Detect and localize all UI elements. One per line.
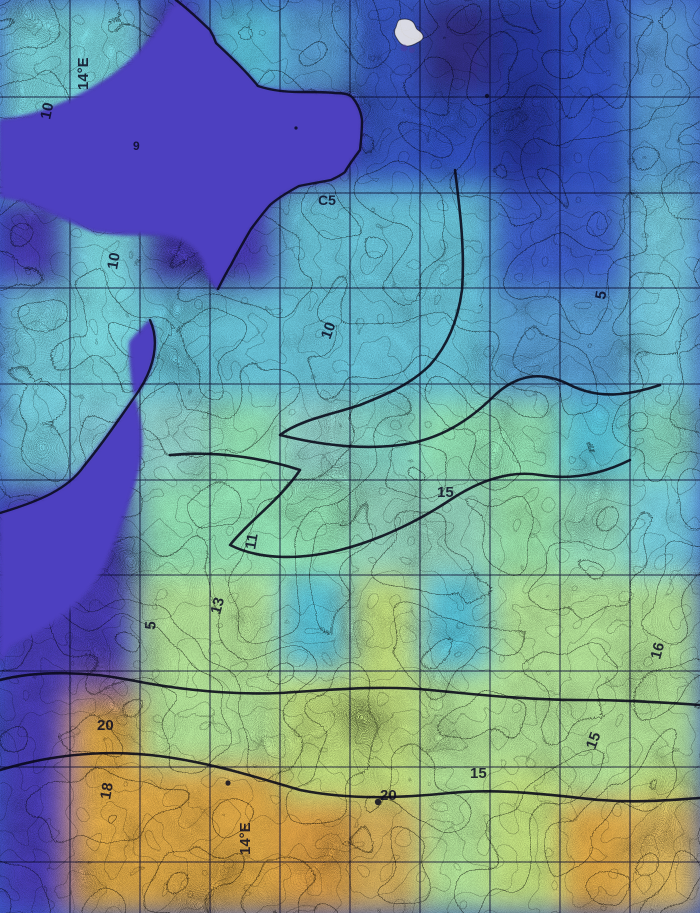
svg-text:15: 15 [470,765,487,782]
svg-text:20: 20 [380,787,397,804]
svg-text:18: 18 [97,781,117,800]
svg-text:10: 10 [37,101,57,121]
svg-text:5: 5 [142,621,160,631]
svg-text:9: 9 [133,139,140,153]
svg-text:15: 15 [437,484,454,501]
svg-text:11: 11 [242,532,261,551]
svg-text:14°E: 14°E [237,822,254,855]
svg-text:10: 10 [104,251,124,270]
svg-text:14°E: 14°E [75,57,92,90]
svg-text:C5: C5 [318,192,336,208]
svg-text:20: 20 [97,717,114,734]
